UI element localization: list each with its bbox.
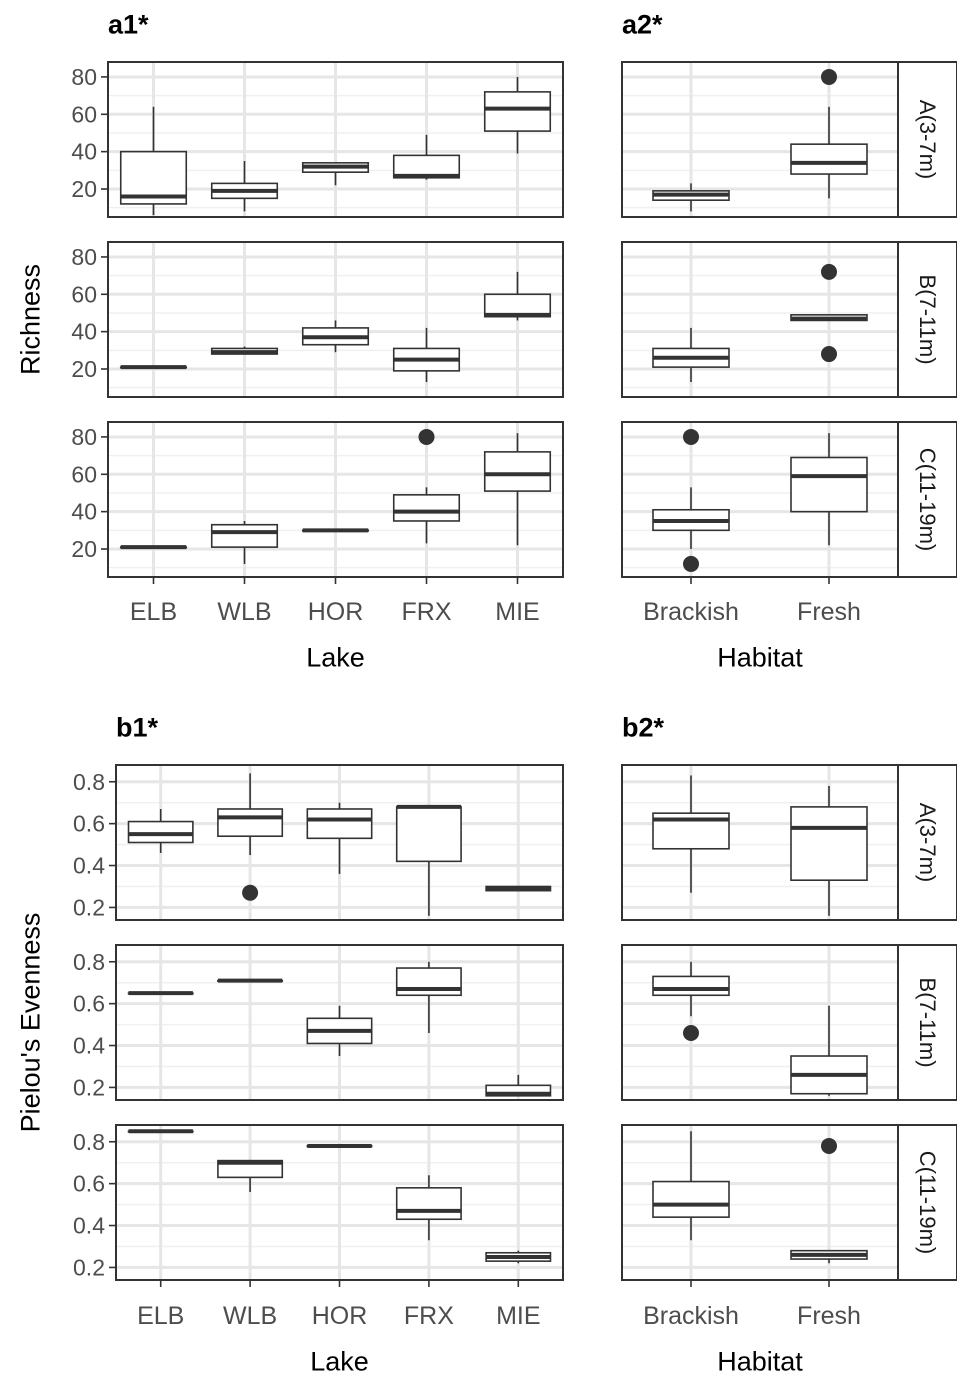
facet-strip-label: A(3-7m) — [915, 803, 940, 882]
x-category-label: ELB — [130, 598, 177, 626]
x-category-label: WLB — [217, 598, 271, 626]
x-category-label: MIE — [496, 1302, 540, 1330]
facet-border — [115, 944, 564, 1101]
x-axis-title: Habitat — [717, 1346, 803, 1376]
box-iqr — [790, 456, 868, 513]
facet-strip — [897, 241, 957, 398]
facet-strip-label: C(11-19m) — [915, 1151, 940, 1255]
x-category-label: FRX — [402, 598, 452, 626]
y-tick-label: 0.6 — [73, 1171, 105, 1197]
x-axis-title: Habitat — [717, 642, 803, 672]
y-tick-label: 20 — [71, 356, 97, 382]
outlier-point — [821, 263, 837, 280]
y-tick-label: 0.6 — [73, 991, 105, 1017]
x-category-label: Brackish — [643, 598, 739, 626]
x-category-label: HOR — [308, 598, 364, 626]
x-axis-title: Lake — [310, 1346, 369, 1376]
box-iqr — [395, 967, 462, 997]
x-category-label: MIE — [495, 598, 539, 626]
x-category-label: Fresh — [797, 598, 861, 626]
box-iqr — [127, 820, 194, 844]
y-tick-label: 40 — [71, 499, 97, 525]
x-category-label: HOR — [312, 1302, 368, 1330]
box-iqr — [217, 1159, 284, 1179]
outlier-point — [418, 428, 435, 445]
outlier-point — [821, 1137, 837, 1154]
y-axis-title: Pielou's Evenness — [15, 913, 45, 1133]
box-iqr — [395, 806, 462, 863]
box-iqr — [790, 143, 868, 175]
x-category-label: Brackish — [643, 1302, 739, 1330]
facet-strip — [897, 421, 957, 578]
box-iqr — [652, 1180, 730, 1218]
y-tick-label: 0.4 — [73, 853, 105, 879]
y-tick-label: 0.2 — [73, 894, 105, 920]
y-tick-label: 80 — [71, 424, 97, 450]
box-iqr — [485, 1084, 552, 1097]
y-tick-label: 20 — [71, 176, 97, 202]
box-iqr — [483, 451, 552, 492]
facet-strip — [897, 61, 957, 218]
y-axis-title: Richness — [15, 264, 45, 375]
outlier-point — [821, 68, 837, 85]
y-tick-label: 0.4 — [73, 1033, 105, 1059]
x-category-label: ELB — [137, 1302, 184, 1330]
outlier-point — [821, 346, 837, 363]
y-tick-label: 0.2 — [73, 1074, 105, 1100]
x-category-label: FRX — [404, 1302, 454, 1330]
outlier-point — [683, 1024, 699, 1041]
box-iqr — [652, 975, 730, 997]
y-tick-label: 0.8 — [73, 949, 105, 975]
y-tick-label: 40 — [71, 319, 97, 345]
box-iqr — [210, 523, 279, 548]
facet-strip — [897, 764, 957, 921]
y-tick-label: 0.8 — [73, 769, 105, 795]
box-iqr — [483, 91, 552, 132]
y-tick-label: 60 — [71, 461, 97, 487]
y-tick-label: 0.8 — [73, 1129, 105, 1155]
x-category-label: Fresh — [797, 1302, 861, 1330]
facet-strip-label: B(7-11m) — [915, 274, 940, 364]
box-iqr — [395, 1187, 462, 1221]
panel-tag-label: a2* — [622, 9, 663, 39]
facet-strip-label: A(3-7m) — [915, 100, 940, 179]
y-tick-label: 60 — [71, 101, 97, 127]
y-tick-label: 0.2 — [73, 1254, 105, 1280]
panel-tag-label: b2* — [622, 712, 665, 742]
box-iqr — [392, 494, 461, 522]
y-tick-label: 0.6 — [73, 811, 105, 837]
facet-strip — [897, 944, 957, 1101]
facet-border — [107, 241, 564, 398]
outlier-point — [683, 428, 699, 445]
x-category-label: WLB — [223, 1302, 277, 1330]
facet-strip-label: B(7-11m) — [915, 977, 940, 1067]
facet-strip — [897, 1124, 957, 1281]
y-tick-label: 80 — [71, 244, 97, 270]
box-iqr — [217, 808, 284, 838]
facet-border — [107, 61, 564, 218]
y-tick-label: 40 — [71, 139, 97, 165]
outlier-point — [242, 884, 259, 901]
y-tick-label: 60 — [71, 281, 97, 307]
facet-border — [115, 764, 564, 921]
facet-strip-label: C(11-19m) — [915, 448, 940, 552]
y-tick-label: 0.4 — [73, 1213, 105, 1239]
box-iqr — [306, 808, 373, 840]
panel-tag-label: b1* — [116, 712, 159, 742]
box-iqr — [790, 806, 868, 882]
y-tick-label: 20 — [71, 536, 97, 562]
x-axis-title: Lake — [306, 642, 365, 672]
outlier-point — [683, 555, 699, 572]
y-tick-label: 80 — [71, 64, 97, 90]
panel-tag-label: a1* — [108, 9, 149, 39]
